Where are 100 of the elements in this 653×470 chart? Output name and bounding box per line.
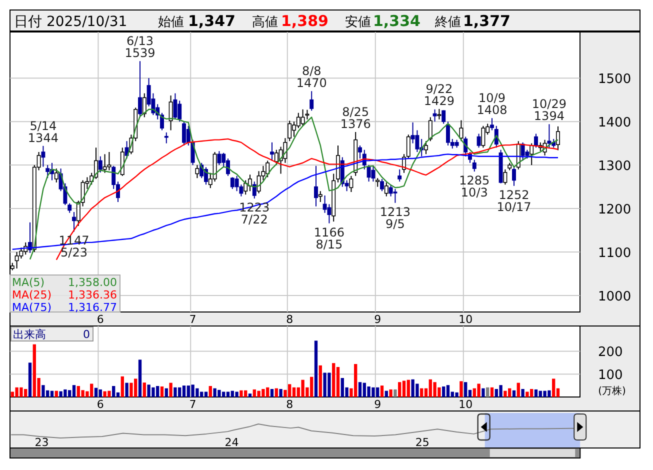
annotation: 1213 9/5 — [380, 204, 410, 231]
bar — [226, 392, 230, 397]
bar — [460, 381, 463, 397]
candlestick — [217, 150, 222, 166]
bar — [204, 392, 208, 397]
annotation: 1,358.00 — [68, 276, 117, 289]
bar — [160, 386, 164, 397]
x-tick-label: 6 — [96, 398, 104, 411]
y-tick-label: 1100 — [598, 246, 632, 261]
bar — [98, 389, 102, 397]
bar — [125, 382, 128, 397]
bar — [50, 390, 54, 397]
bar — [499, 385, 502, 397]
x-tick-label: 25 — [415, 436, 430, 449]
bar — [279, 388, 282, 397]
text: MA(25) — [12, 288, 52, 302]
candlestick — [336, 144, 340, 183]
candlestick — [318, 190, 322, 202]
text: 終値 — [434, 15, 461, 30]
bar — [182, 386, 186, 397]
bar — [512, 390, 516, 397]
annotation: 9/22 1429 — [424, 82, 454, 108]
bar — [455, 392, 458, 397]
bar — [446, 385, 450, 397]
candlestick — [366, 164, 371, 182]
bar — [394, 389, 397, 397]
candlestick — [120, 147, 124, 176]
candlestick — [41, 145, 46, 168]
bar — [274, 388, 278, 397]
candlestick — [464, 136, 468, 157]
x-tick-label: 10 — [458, 398, 473, 411]
bar — [292, 387, 296, 397]
bar — [486, 387, 490, 397]
candlestick — [76, 200, 80, 226]
candlestick — [195, 164, 200, 179]
bar — [526, 392, 529, 397]
bar — [552, 378, 556, 397]
bar — [482, 388, 485, 397]
bar — [94, 388, 98, 397]
candlestick — [556, 126, 560, 151]
candlestick — [270, 142, 274, 162]
bar — [384, 390, 388, 397]
annotation: 0 — [83, 328, 90, 341]
bar — [318, 365, 322, 397]
candlestick — [98, 156, 102, 173]
bar — [490, 387, 494, 397]
y-tick-label: 1300 — [598, 159, 632, 174]
candlestick — [481, 125, 486, 148]
annotation: 8/25 1376 — [340, 105, 371, 131]
candlestick — [68, 202, 72, 214]
bar — [72, 385, 76, 397]
bar — [420, 388, 424, 397]
candlestick — [371, 165, 376, 182]
annotation: 1,316.77 — [68, 301, 117, 314]
annotation: 1,336.36 — [68, 288, 117, 302]
candlestick — [160, 112, 164, 131]
y-axis-title: (万株) — [598, 385, 626, 397]
bar — [358, 382, 362, 397]
candlestick — [476, 133, 481, 148]
candlestick — [314, 165, 318, 207]
x-tick-label: 8 — [286, 313, 294, 326]
bar — [398, 382, 402, 397]
candlestick — [490, 118, 494, 131]
candlestick — [512, 166, 516, 186]
bar — [164, 388, 168, 397]
bar — [28, 362, 32, 397]
text: 始値 — [158, 15, 184, 30]
candlestick — [173, 92, 178, 120]
candlestick — [288, 120, 292, 142]
candlestick — [138, 60, 142, 118]
candlestick — [437, 108, 442, 120]
chart-title: 出来高 — [13, 328, 46, 341]
y-tick-label: 100 — [598, 368, 623, 384]
text: 高値 — [252, 14, 278, 30]
candlestick — [252, 181, 256, 200]
bar — [380, 386, 384, 397]
annotation: 6/13 1539 — [124, 34, 156, 60]
candlestick — [393, 188, 398, 204]
text: 1,347 — [188, 12, 236, 30]
bar — [504, 390, 507, 397]
bar — [120, 376, 124, 397]
text: MA(75) — [12, 301, 52, 314]
bar — [402, 380, 406, 397]
x-tick-label: 24 — [224, 436, 239, 449]
bar — [521, 388, 524, 397]
bar — [336, 366, 340, 397]
candlestick — [384, 182, 388, 197]
text: 1,377 — [463, 12, 510, 30]
bar — [406, 380, 410, 397]
text: 安値 — [345, 14, 371, 30]
annotation: 1285 10/3 — [459, 174, 490, 200]
annotation: 10/9 1408 — [476, 91, 508, 118]
bar — [42, 385, 45, 397]
x-tick-label: 7 — [189, 398, 196, 411]
candlestick — [406, 134, 410, 160]
bar — [54, 390, 58, 397]
bar — [169, 382, 172, 397]
bar — [174, 387, 177, 397]
y-tick-label: 1500 — [598, 72, 632, 88]
text: 1,389 — [281, 12, 328, 30]
